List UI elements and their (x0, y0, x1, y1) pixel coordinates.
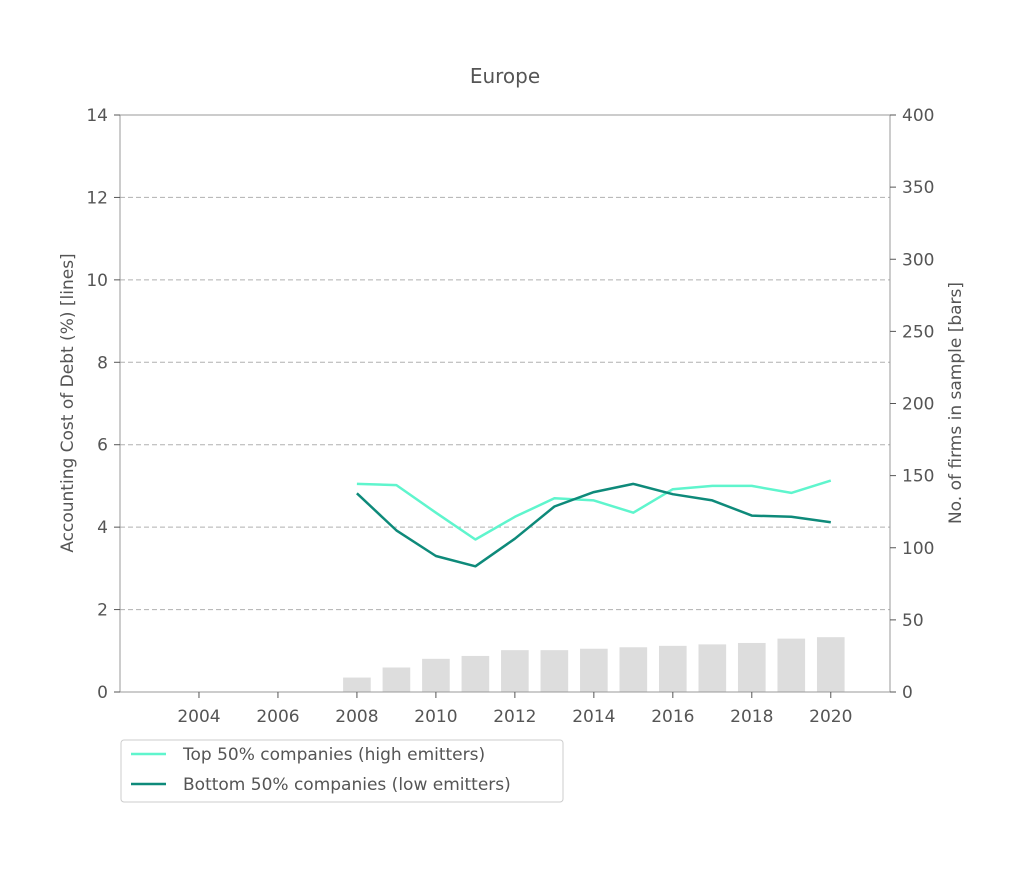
y2-tick-label: 400 (902, 106, 934, 126)
x-axis: 2004 2006 2008 2010 2012 2014 2016 2018 2020 (177, 692, 852, 727)
plot-frame (119, 114, 891, 693)
y-tick-label: 10 (86, 271, 108, 291)
x-tick-label: 2016 (651, 707, 694, 727)
bars (343, 637, 845, 692)
legend-label-top: Top 50% companies (high emitters) (182, 745, 485, 765)
x-tick-label: 2004 (177, 707, 220, 727)
y-tick-label: 2 (97, 601, 108, 621)
firm-count-bar (619, 647, 648, 692)
y-axis-left: 0 2 4 6 8 10 12 14 (86, 106, 120, 703)
firm-count-bar (382, 667, 411, 692)
chart-title: Europe (470, 64, 540, 88)
series-lines (356, 479, 832, 568)
firm-count-bar (501, 650, 529, 692)
y2-tick-label: 50 (902, 611, 924, 631)
y-axis-title: Accounting Cost of Debt (%) [lines] (58, 253, 78, 552)
firm-count-bar (422, 658, 450, 692)
y2-tick-label: 150 (902, 467, 934, 487)
firm-count-bar (737, 642, 766, 692)
firm-count-bar (659, 645, 687, 692)
firm-count-bar (461, 655, 490, 692)
legend: Top 50% companies (high emitters) Bottom… (120, 739, 564, 803)
firm-count-bar (698, 644, 727, 692)
y-tick-label: 0 (97, 683, 108, 703)
x-tick-label: 2010 (414, 707, 457, 727)
legend-box (120, 739, 564, 803)
y-tick-label: 12 (86, 188, 108, 208)
y-tick-label: 14 (86, 106, 108, 126)
y2-axis-title: No. of firms in sample [bars] (946, 282, 966, 524)
x-tick-label: 2012 (493, 707, 536, 727)
x-tick-label: 2014 (572, 707, 615, 727)
gridlines (120, 196, 890, 611)
y2-tick-label: 0 (902, 683, 913, 703)
legend-label-bottom: Bottom 50% companies (low emitters) (183, 775, 511, 795)
y2-tick-label: 300 (902, 250, 934, 270)
y2-tick-label: 350 (902, 178, 934, 198)
x-tick-label: 2018 (730, 707, 773, 727)
series-line-top-emitters (356, 479, 832, 541)
y-tick-label: 4 (97, 518, 108, 538)
y2-tick-label: 250 (902, 322, 934, 342)
x-tick-label: 2008 (335, 707, 378, 727)
x-tick-label: 2020 (809, 707, 852, 727)
y2-tick-label: 100 (902, 539, 934, 559)
y-axis-right: 0 50 100 150 200 250 300 350 400 (890, 106, 934, 703)
firm-count-bar (816, 637, 845, 692)
y2-tick-label: 200 (902, 395, 934, 415)
y-tick-label: 6 (97, 436, 108, 456)
firm-count-bar (540, 650, 569, 692)
series-line-bottom-emitters (356, 482, 831, 568)
firm-count-bar (580, 648, 608, 692)
firm-count-bar (343, 677, 371, 692)
firm-count-bar (777, 638, 806, 692)
x-tick-label: 2006 (256, 707, 299, 727)
y-tick-label: 8 (97, 353, 108, 373)
